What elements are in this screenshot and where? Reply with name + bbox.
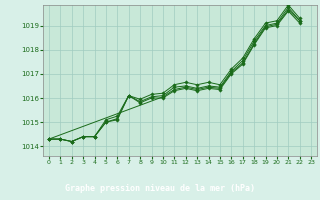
- Text: Graphe pression niveau de la mer (hPa): Graphe pression niveau de la mer (hPa): [65, 184, 255, 193]
